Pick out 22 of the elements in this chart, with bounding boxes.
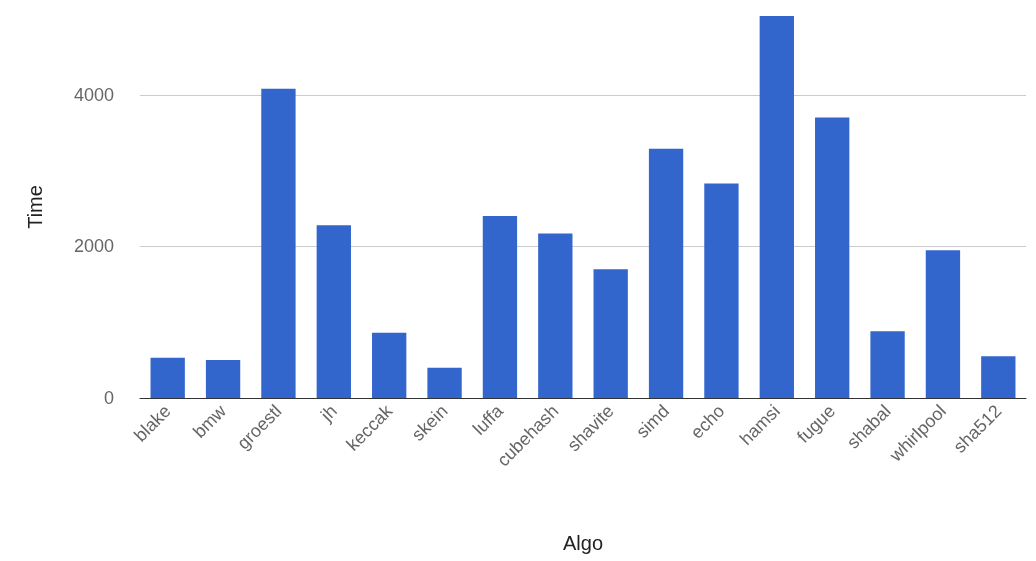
bar xyxy=(925,250,961,398)
bar xyxy=(815,117,850,398)
bar xyxy=(372,332,407,398)
bar xyxy=(538,233,573,398)
y-tick-label: 4000 xyxy=(73,84,114,105)
x-tick-label: jh xyxy=(316,400,341,426)
y-axis-title: Time xyxy=(24,185,46,229)
bar xyxy=(316,225,351,398)
bar xyxy=(704,183,739,398)
bar xyxy=(482,216,518,398)
bar xyxy=(593,269,628,398)
bar xyxy=(205,360,241,398)
bar xyxy=(261,88,296,398)
bar xyxy=(981,356,1016,398)
y-tick-label: 0 xyxy=(103,388,114,408)
y-tick-label: 2000 xyxy=(73,236,114,257)
x-axis-title: Algo xyxy=(562,532,604,554)
bar xyxy=(759,16,794,398)
bar xyxy=(648,148,684,398)
bar xyxy=(427,367,462,398)
bar xyxy=(150,357,185,398)
bar xyxy=(870,331,905,398)
